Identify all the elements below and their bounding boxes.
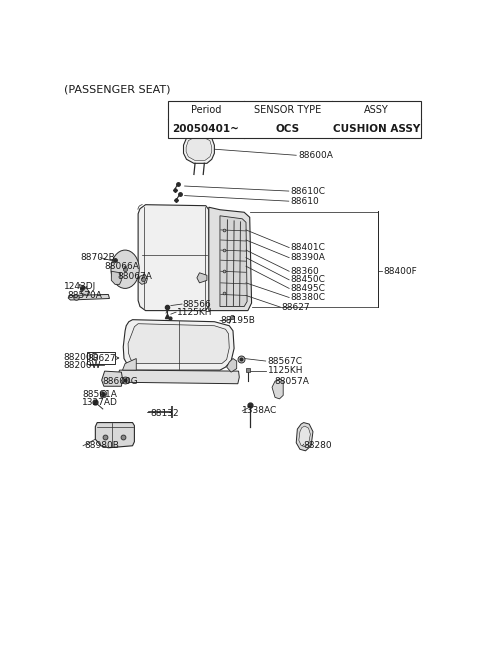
Text: 88980B: 88980B <box>84 441 119 450</box>
Polygon shape <box>296 422 313 451</box>
Text: ASSY: ASSY <box>364 105 389 115</box>
Text: 88495C: 88495C <box>290 284 325 293</box>
Polygon shape <box>227 358 237 372</box>
Text: 88702B: 88702B <box>81 253 115 262</box>
Text: 1243DJ: 1243DJ <box>64 282 96 291</box>
Polygon shape <box>123 320 234 370</box>
Text: 88200W: 88200W <box>64 360 101 369</box>
Polygon shape <box>197 272 207 283</box>
Text: 88067A: 88067A <box>118 272 153 281</box>
Bar <box>378 211 379 307</box>
Polygon shape <box>209 207 252 310</box>
Text: 88400F: 88400F <box>384 267 418 276</box>
Text: 1338AC: 1338AC <box>242 407 277 415</box>
Text: 1125KH: 1125KH <box>267 366 303 375</box>
Text: Period: Period <box>191 105 221 115</box>
Text: 88360: 88360 <box>290 267 319 276</box>
Polygon shape <box>138 204 210 310</box>
Text: 88280: 88280 <box>304 441 332 450</box>
Text: 88401C: 88401C <box>290 243 325 252</box>
Polygon shape <box>118 370 240 384</box>
Text: 88600G: 88600G <box>103 377 139 386</box>
Polygon shape <box>102 371 122 386</box>
Text: 88390A: 88390A <box>290 253 325 262</box>
Text: 88195B: 88195B <box>220 316 255 325</box>
FancyBboxPatch shape <box>87 352 115 364</box>
Text: 88132: 88132 <box>150 409 179 418</box>
Text: 88610C: 88610C <box>290 187 325 196</box>
Text: 88066A: 88066A <box>105 262 140 271</box>
Polygon shape <box>183 135 215 163</box>
Text: 88566: 88566 <box>183 299 212 309</box>
Text: 88057A: 88057A <box>274 377 309 386</box>
Text: 88610: 88610 <box>290 196 319 206</box>
Text: 88627: 88627 <box>87 354 116 362</box>
Text: 88450C: 88450C <box>290 275 325 284</box>
Polygon shape <box>128 324 229 364</box>
Text: (PASSENGER SEAT): (PASSENGER SEAT) <box>64 84 170 95</box>
Polygon shape <box>100 390 107 398</box>
Text: 88600A: 88600A <box>298 151 333 160</box>
Polygon shape <box>122 358 136 370</box>
Text: 88561A: 88561A <box>83 390 117 399</box>
Text: 1125KH: 1125KH <box>177 308 213 316</box>
Text: 20050401~: 20050401~ <box>172 124 239 134</box>
Polygon shape <box>68 295 109 300</box>
Text: 88627: 88627 <box>281 303 310 312</box>
Text: 88380C: 88380C <box>290 293 325 302</box>
Text: 88200D: 88200D <box>64 352 99 362</box>
Polygon shape <box>186 138 212 160</box>
Text: 88567C: 88567C <box>267 356 302 365</box>
Polygon shape <box>220 215 247 307</box>
Polygon shape <box>272 379 283 399</box>
Polygon shape <box>299 426 311 447</box>
Text: SENSOR TYPE: SENSOR TYPE <box>254 105 322 115</box>
Polygon shape <box>138 274 147 284</box>
Bar <box>168 102 421 138</box>
Text: 88570A: 88570A <box>67 291 102 300</box>
Polygon shape <box>79 284 90 295</box>
Text: CUSHION ASSY: CUSHION ASSY <box>333 124 420 134</box>
Text: OCS: OCS <box>276 124 300 134</box>
Polygon shape <box>111 271 121 284</box>
Polygon shape <box>96 422 134 448</box>
Text: 1327AD: 1327AD <box>83 398 118 407</box>
Circle shape <box>111 250 139 288</box>
